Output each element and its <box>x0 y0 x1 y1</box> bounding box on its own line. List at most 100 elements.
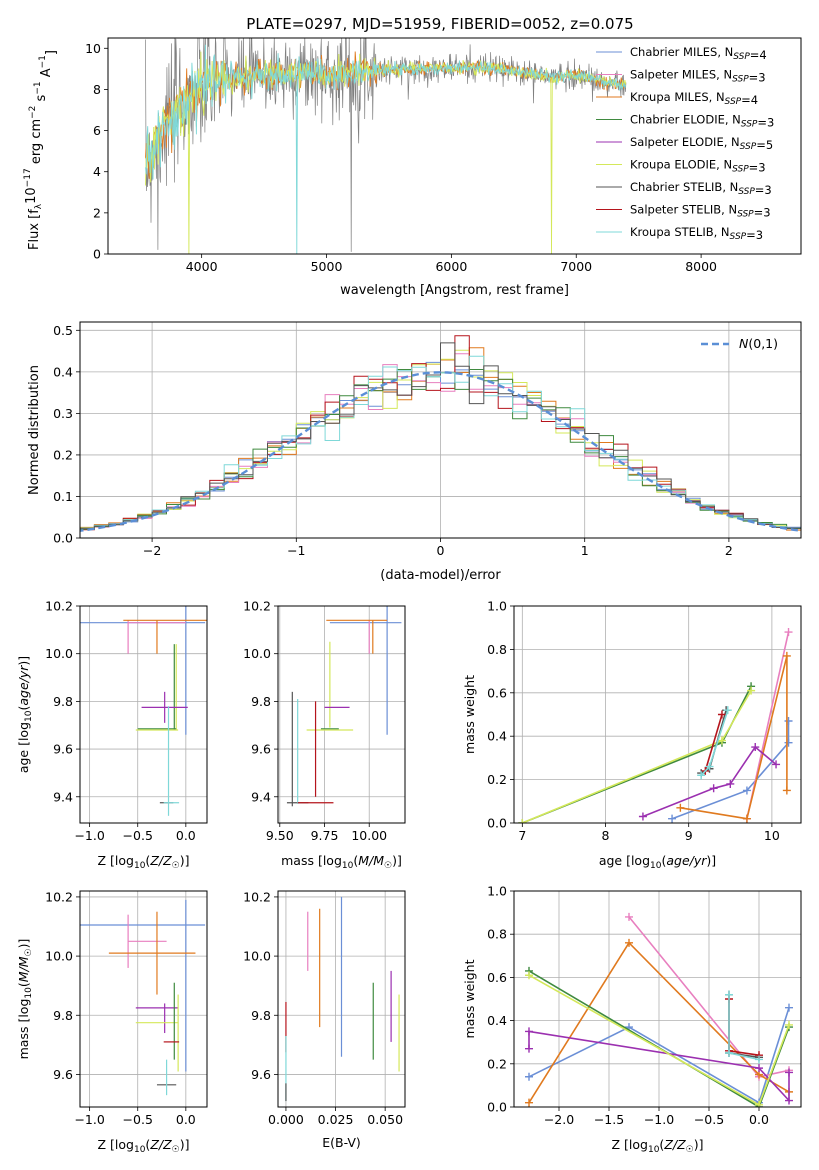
series-marker <box>782 651 791 660</box>
y-tick-label: 0.8 <box>487 642 507 657</box>
series-marker <box>725 1049 733 1057</box>
x-tick-label: −1.5 <box>594 1112 624 1127</box>
z-mass-xlabel: Z [log10(Z/Z☉)] <box>98 1137 190 1155</box>
y-tick-label: 10 <box>85 41 101 56</box>
figure-title: PLATE=0297, MJD=51959, FIBERID=0052, z=0… <box>246 15 633 33</box>
series-marker <box>784 628 793 637</box>
series-marker <box>525 1044 533 1053</box>
series-marker <box>723 706 732 715</box>
legend-label: Chabrier ELODIE, NSSP=3 <box>630 113 774 130</box>
mass_age-frame <box>277 605 406 824</box>
series-marker <box>751 743 760 752</box>
x-tick-label: 10.00 <box>351 828 387 843</box>
y-tick-label: 0.0 <box>487 816 507 831</box>
ebv_mass-frame <box>277 890 406 1108</box>
x-tick-label: −1.0 <box>74 828 104 843</box>
x-tick-label: 9 <box>685 828 693 843</box>
x-tick-label: −0.5 <box>123 828 153 843</box>
legend-label: Salpeter STELIB, NSSP=3 <box>630 203 771 220</box>
spectrum-frame <box>107 37 802 255</box>
age_weight-frame <box>513 605 802 824</box>
y-tick-label: 9.8 <box>53 694 73 709</box>
x-tick-label: 0 <box>437 543 445 558</box>
z-mass-ylabel: mass [log10(M/M☉)] <box>16 939 34 1060</box>
y-tick-label: 10.0 <box>45 949 73 964</box>
series-marker <box>784 738 793 747</box>
z_weight-axes: −2.0 −1.5 −1.0 −0.5 0.0 0.0 0.2 0.4 0.6 0.8 1.0 <box>487 884 801 1127</box>
series-line <box>680 655 788 820</box>
series-marker <box>785 1020 793 1029</box>
x-tick-label: −0.5 <box>123 1112 153 1127</box>
spectrum-model-line <box>145 44 627 254</box>
spectrum-ylabel: Flux [fλ10−17 erg cm−2 s−1 A−1] <box>23 50 59 250</box>
y-tick-label: 0.0 <box>487 1100 507 1115</box>
series-marker <box>755 1064 763 1073</box>
legend-label: N(0,1) <box>739 336 778 351</box>
x-tick-label: 0.050 <box>367 1112 403 1127</box>
y-tick-label: 9.6 <box>251 1067 271 1082</box>
ebv_mass-points <box>285 896 400 1102</box>
y-tick-label: 0.5 <box>53 323 73 338</box>
spectrum-xlabel: wavelength [Angstrom, rest frame] <box>340 283 569 298</box>
x-tick-label: 0.0 <box>749 1112 769 1127</box>
x-tick-label: 2 <box>725 543 733 558</box>
x-tick-label: 9.75 <box>311 828 339 843</box>
y-tick-label: 0.4 <box>487 1013 507 1028</box>
x-tick-label: 10 <box>764 828 780 843</box>
series-marker <box>755 1100 763 1107</box>
age_weight-series <box>518 628 793 823</box>
ebv_mass-axes: 0.000 0.025 0.050 9.6 9.8 10.0 10.2 <box>243 889 405 1127</box>
y-tick-label: 0.4 <box>53 364 73 379</box>
x-tick-label: 7 <box>518 828 526 843</box>
series-marker <box>725 990 733 999</box>
age_weight-xlabel: age [log10(age/yr)] <box>599 853 716 871</box>
series-marker <box>625 912 633 921</box>
series-marker <box>705 762 714 771</box>
x-tick-label: −1.0 <box>74 1112 104 1127</box>
series-marker <box>782 786 791 795</box>
z_mass-points <box>80 899 206 1096</box>
normal-curve <box>80 371 801 532</box>
series-marker <box>625 938 633 947</box>
legend-label: Chabrier MILES, NSSP=4 <box>630 45 767 62</box>
series-marker <box>784 717 793 726</box>
series-marker <box>742 786 751 795</box>
residuals-frame <box>79 321 802 539</box>
series-marker <box>525 1027 533 1036</box>
ebv-xlabel: E(B-V) <box>322 1135 361 1150</box>
y-tick-label: 6 <box>93 123 101 138</box>
x-tick-label: 5000 <box>311 259 343 274</box>
series-marker <box>676 803 685 812</box>
y-tick-label: 10.0 <box>243 646 271 661</box>
z_age-axes: −1.0 −0.5 0.0 9.4 9.6 9.8 10.0 10.2 <box>45 599 207 843</box>
mass-age-xlabel: mass [log10(M/M☉)] <box>281 853 402 871</box>
series-line <box>528 1007 790 1104</box>
y-tick-label: 9.6 <box>53 742 73 757</box>
y-tick-label: 0.0 <box>53 531 73 546</box>
x-tick-label: 0.025 <box>318 1112 354 1127</box>
z_age-points <box>80 606 207 816</box>
y-tick-label: 0.6 <box>487 685 507 700</box>
z_age-frame <box>79 605 208 824</box>
y-tick-label: 9.4 <box>251 789 271 804</box>
legend-label: Kroupa ELODIE, NSSP=3 <box>630 158 766 175</box>
z_weight-series <box>525 912 793 1107</box>
y-tick-label: 9.8 <box>251 1008 271 1023</box>
legend-label: Salpeter ELODIE, NSSP=5 <box>630 135 773 152</box>
y-tick-label: 9.6 <box>251 742 271 757</box>
legend-label: Kroupa STELIB, NSSP=3 <box>630 225 763 242</box>
x-tick-label: 7000 <box>560 259 592 274</box>
series-marker <box>785 1096 793 1105</box>
z-age-xlabel: Z [log10(Z/Z☉)] <box>98 853 190 871</box>
y-tick-label: 10.2 <box>45 889 73 904</box>
y-tick-label: 8 <box>93 82 101 97</box>
spectrum-traces <box>145 38 627 254</box>
y-tick-label: 0.2 <box>487 1056 507 1071</box>
y-tick-label: 0.8 <box>487 927 507 942</box>
x-tick-label: −2 <box>143 543 161 558</box>
series-line <box>671 721 790 820</box>
series-marker <box>668 814 677 823</box>
y-tick-label: 0.2 <box>53 447 73 462</box>
y-tick-label: 0.2 <box>487 772 507 787</box>
x-tick-label: 9.50 <box>266 828 294 843</box>
